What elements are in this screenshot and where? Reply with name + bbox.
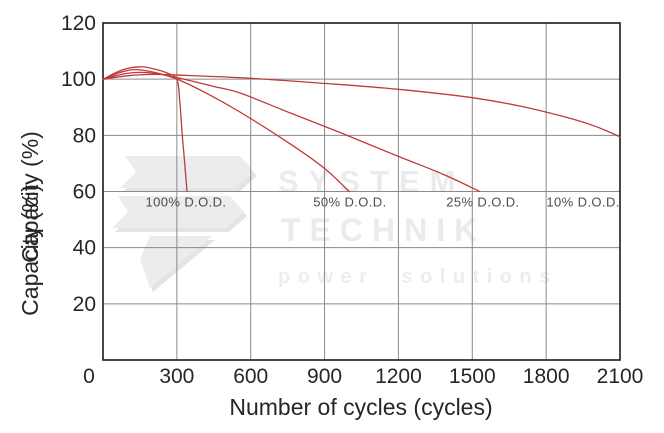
y-tick-label: 120 bbox=[61, 12, 96, 35]
dod-curve-labels: 100% D.O.D. 50% D.O.D. 25% D.O.D. 10% D.O.D… bbox=[145, 195, 619, 210]
curve-25-d-o-d- bbox=[102, 71, 481, 193]
tick-labels: 0 300 600 900 1200 1500 1800 2100 20 40 60 80 100 120 bbox=[61, 12, 643, 388]
x-tick-label: 2100 bbox=[597, 365, 644, 388]
x-tick-label: 900 bbox=[307, 365, 342, 388]
y-axis-title-duplicate: Capacity (%) bbox=[17, 131, 43, 263]
x-tick-label: 600 bbox=[233, 365, 268, 388]
x-tick-label: 1800 bbox=[523, 365, 570, 388]
watermark-logo-bolt-icon bbox=[112, 156, 257, 292]
watermark: SYSTEM TECHNIK power solutions bbox=[112, 156, 558, 292]
y-tick-label: 60 bbox=[73, 181, 96, 204]
x-axis-title: Number of cycles (cycles) bbox=[229, 394, 492, 420]
y-tick-label: 80 bbox=[73, 124, 96, 147]
y-tick-label: 40 bbox=[73, 237, 96, 260]
curve-label: 10% D.O.D. bbox=[546, 195, 619, 210]
curve-label: 50% D.O.D. bbox=[313, 195, 386, 210]
x-tick-label: 1200 bbox=[375, 365, 422, 388]
gridlines bbox=[103, 23, 620, 360]
curve-label: 100% D.O.D. bbox=[145, 195, 226, 210]
y-tick-label: 20 bbox=[73, 293, 96, 316]
axes-frame bbox=[102, 22, 621, 361]
x-tick-label: 0 bbox=[83, 365, 95, 388]
watermark-line3: power solutions bbox=[278, 266, 558, 288]
x-tick-label: 300 bbox=[159, 365, 194, 388]
x-tick-label: 1500 bbox=[449, 365, 496, 388]
plot-frame bbox=[102, 22, 621, 361]
curve-10-d-o-d- bbox=[102, 73, 621, 138]
y-tick-label: 100 bbox=[61, 68, 96, 91]
capacity-curves bbox=[102, 66, 621, 193]
watermark-line1: SYSTEM bbox=[278, 164, 465, 199]
curve-50-d-o-d- bbox=[102, 68, 350, 193]
curve-label: 25% D.O.D. bbox=[446, 195, 519, 210]
watermark-line2: TECHNIK bbox=[281, 212, 486, 248]
y-axis-title: Capacity (%) bbox=[17, 184, 43, 316]
